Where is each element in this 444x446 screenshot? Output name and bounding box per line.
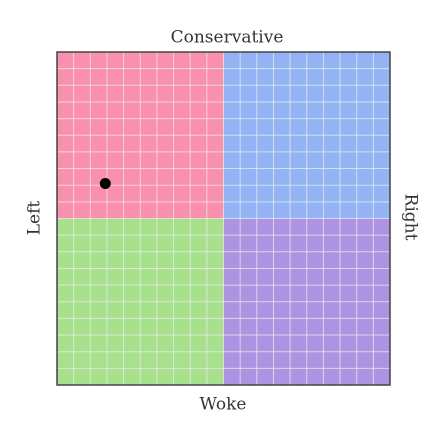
point xyxy=(99,178,111,190)
plot-area xyxy=(56,51,391,386)
right-axis-label: Right xyxy=(401,194,421,241)
top-axis-label: Conservative xyxy=(171,28,284,48)
left-axis-label: Left xyxy=(25,201,45,236)
plot-border xyxy=(56,51,391,386)
bottom-axis-label: Woke xyxy=(200,395,247,415)
